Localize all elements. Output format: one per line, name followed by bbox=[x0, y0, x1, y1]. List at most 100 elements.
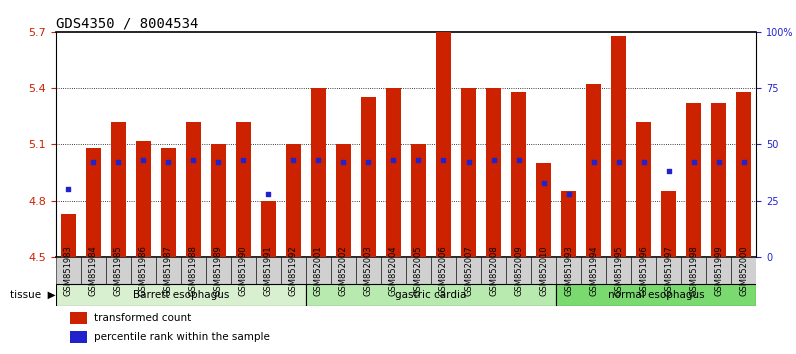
Text: gastric cardia: gastric cardia bbox=[396, 290, 466, 300]
Bar bbox=[631, 257, 656, 284]
Bar bbox=[336, 144, 351, 257]
Bar bbox=[181, 257, 206, 284]
Point bbox=[662, 169, 675, 174]
Text: GSM851986: GSM851986 bbox=[139, 245, 148, 296]
Bar bbox=[661, 191, 676, 257]
Text: GSM852008: GSM852008 bbox=[489, 245, 498, 296]
Point bbox=[712, 160, 725, 165]
Bar bbox=[136, 141, 150, 257]
Point bbox=[412, 157, 425, 163]
Text: GSM851984: GSM851984 bbox=[88, 245, 98, 296]
Point bbox=[462, 160, 475, 165]
Bar bbox=[381, 257, 406, 284]
Bar bbox=[506, 257, 531, 284]
Bar bbox=[461, 88, 476, 257]
Bar bbox=[411, 144, 426, 257]
Point bbox=[537, 180, 550, 185]
Bar bbox=[386, 88, 401, 257]
Point bbox=[587, 160, 600, 165]
Bar bbox=[586, 84, 601, 257]
Text: GSM851998: GSM851998 bbox=[689, 245, 698, 296]
Bar bbox=[80, 257, 106, 284]
Text: GSM852004: GSM852004 bbox=[389, 245, 398, 296]
Bar bbox=[156, 257, 181, 284]
Text: GSM851985: GSM851985 bbox=[114, 245, 123, 296]
Text: percentile rank within the sample: percentile rank within the sample bbox=[94, 332, 270, 342]
Bar bbox=[406, 257, 431, 284]
Bar bbox=[706, 257, 732, 284]
Bar bbox=[131, 257, 156, 284]
Point bbox=[512, 157, 525, 163]
Bar bbox=[306, 284, 556, 306]
Bar bbox=[161, 148, 176, 257]
Point bbox=[487, 157, 500, 163]
Bar bbox=[711, 103, 726, 257]
Bar bbox=[636, 122, 651, 257]
Point bbox=[612, 160, 625, 165]
Point bbox=[87, 160, 100, 165]
Point bbox=[562, 191, 575, 197]
Point bbox=[312, 157, 325, 163]
Point bbox=[737, 160, 750, 165]
Text: GSM851993: GSM851993 bbox=[564, 245, 573, 296]
Bar bbox=[456, 257, 481, 284]
Text: GSM851991: GSM851991 bbox=[263, 245, 273, 296]
Text: GDS4350 / 8004534: GDS4350 / 8004534 bbox=[56, 17, 198, 31]
Text: GSM852002: GSM852002 bbox=[339, 245, 348, 296]
Text: GSM852009: GSM852009 bbox=[514, 245, 523, 296]
Point bbox=[362, 160, 375, 165]
Text: GSM852000: GSM852000 bbox=[739, 245, 748, 296]
Bar bbox=[736, 92, 751, 257]
Bar bbox=[70, 331, 88, 343]
Text: GSM851983: GSM851983 bbox=[64, 245, 72, 296]
Text: GSM851996: GSM851996 bbox=[639, 245, 648, 296]
Bar bbox=[481, 257, 506, 284]
Text: GSM851995: GSM851995 bbox=[614, 245, 623, 296]
Bar bbox=[581, 257, 606, 284]
Point bbox=[687, 160, 700, 165]
Bar bbox=[436, 32, 451, 257]
Bar bbox=[561, 191, 576, 257]
Text: GSM852006: GSM852006 bbox=[439, 245, 448, 296]
Point bbox=[187, 157, 200, 163]
Bar bbox=[211, 144, 226, 257]
Bar bbox=[56, 257, 80, 284]
Bar bbox=[356, 257, 381, 284]
Point bbox=[262, 191, 275, 197]
Text: GSM851999: GSM851999 bbox=[714, 245, 724, 296]
Bar bbox=[361, 97, 376, 257]
Text: GSM852007: GSM852007 bbox=[464, 245, 473, 296]
Bar bbox=[86, 148, 101, 257]
Text: Barrett esophagus: Barrett esophagus bbox=[133, 290, 229, 300]
Bar bbox=[656, 257, 681, 284]
Text: GSM851988: GSM851988 bbox=[189, 245, 198, 296]
Bar bbox=[486, 88, 501, 257]
Bar bbox=[185, 122, 201, 257]
Bar bbox=[261, 201, 276, 257]
Point bbox=[638, 160, 650, 165]
Bar bbox=[556, 257, 581, 284]
Bar bbox=[331, 257, 356, 284]
Bar bbox=[231, 257, 256, 284]
Point bbox=[387, 157, 400, 163]
Point bbox=[62, 187, 75, 192]
Bar bbox=[611, 36, 626, 257]
Point bbox=[287, 157, 300, 163]
Point bbox=[212, 160, 224, 165]
Text: GSM852003: GSM852003 bbox=[364, 245, 373, 296]
Point bbox=[237, 157, 250, 163]
Text: GSM852010: GSM852010 bbox=[539, 245, 548, 296]
Bar bbox=[111, 122, 126, 257]
Point bbox=[437, 157, 450, 163]
Bar bbox=[206, 257, 231, 284]
Bar bbox=[431, 257, 456, 284]
Bar bbox=[281, 257, 306, 284]
Bar bbox=[106, 257, 131, 284]
Text: GSM852001: GSM852001 bbox=[314, 245, 323, 296]
Point bbox=[112, 160, 125, 165]
Bar bbox=[536, 163, 551, 257]
Bar bbox=[556, 284, 756, 306]
Point bbox=[137, 157, 150, 163]
Text: GSM851992: GSM851992 bbox=[289, 245, 298, 296]
Bar bbox=[256, 257, 281, 284]
